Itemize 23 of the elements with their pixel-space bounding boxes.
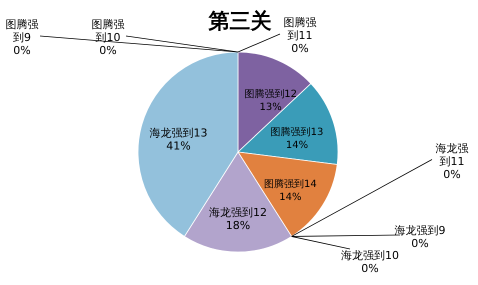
slice-label: 图腾强到14 xyxy=(264,178,317,190)
text: 0% xyxy=(443,168,461,181)
data-label: 14% xyxy=(286,140,308,151)
category-label: 海龙强到11 xyxy=(436,142,468,168)
text: 0% xyxy=(13,44,31,57)
category-label: 海龙强到10 xyxy=(341,249,399,262)
data-label: 14% xyxy=(279,192,302,204)
data-label: 41% xyxy=(166,140,191,153)
chart-title: 第三关 xyxy=(208,9,272,33)
text: 0% xyxy=(291,42,309,55)
text: 0% xyxy=(99,44,117,57)
slice-label: 海龙强到12 xyxy=(209,206,267,219)
slice-label: 图腾强到13 xyxy=(270,126,324,138)
category-label: 图腾强到9 xyxy=(6,18,38,44)
text: 0% xyxy=(361,262,379,275)
slice-label: 图腾强到12 xyxy=(244,88,297,100)
category-label: 图腾强到10 xyxy=(92,18,124,44)
slice-label: 海龙强到13 xyxy=(149,126,208,140)
category-label: 海龙强到9 xyxy=(394,224,446,237)
data-label: 18% xyxy=(226,219,250,232)
text: 0% xyxy=(411,237,429,250)
category-label: 图腾强到11 xyxy=(284,16,316,42)
data-label: 13% xyxy=(260,102,282,114)
